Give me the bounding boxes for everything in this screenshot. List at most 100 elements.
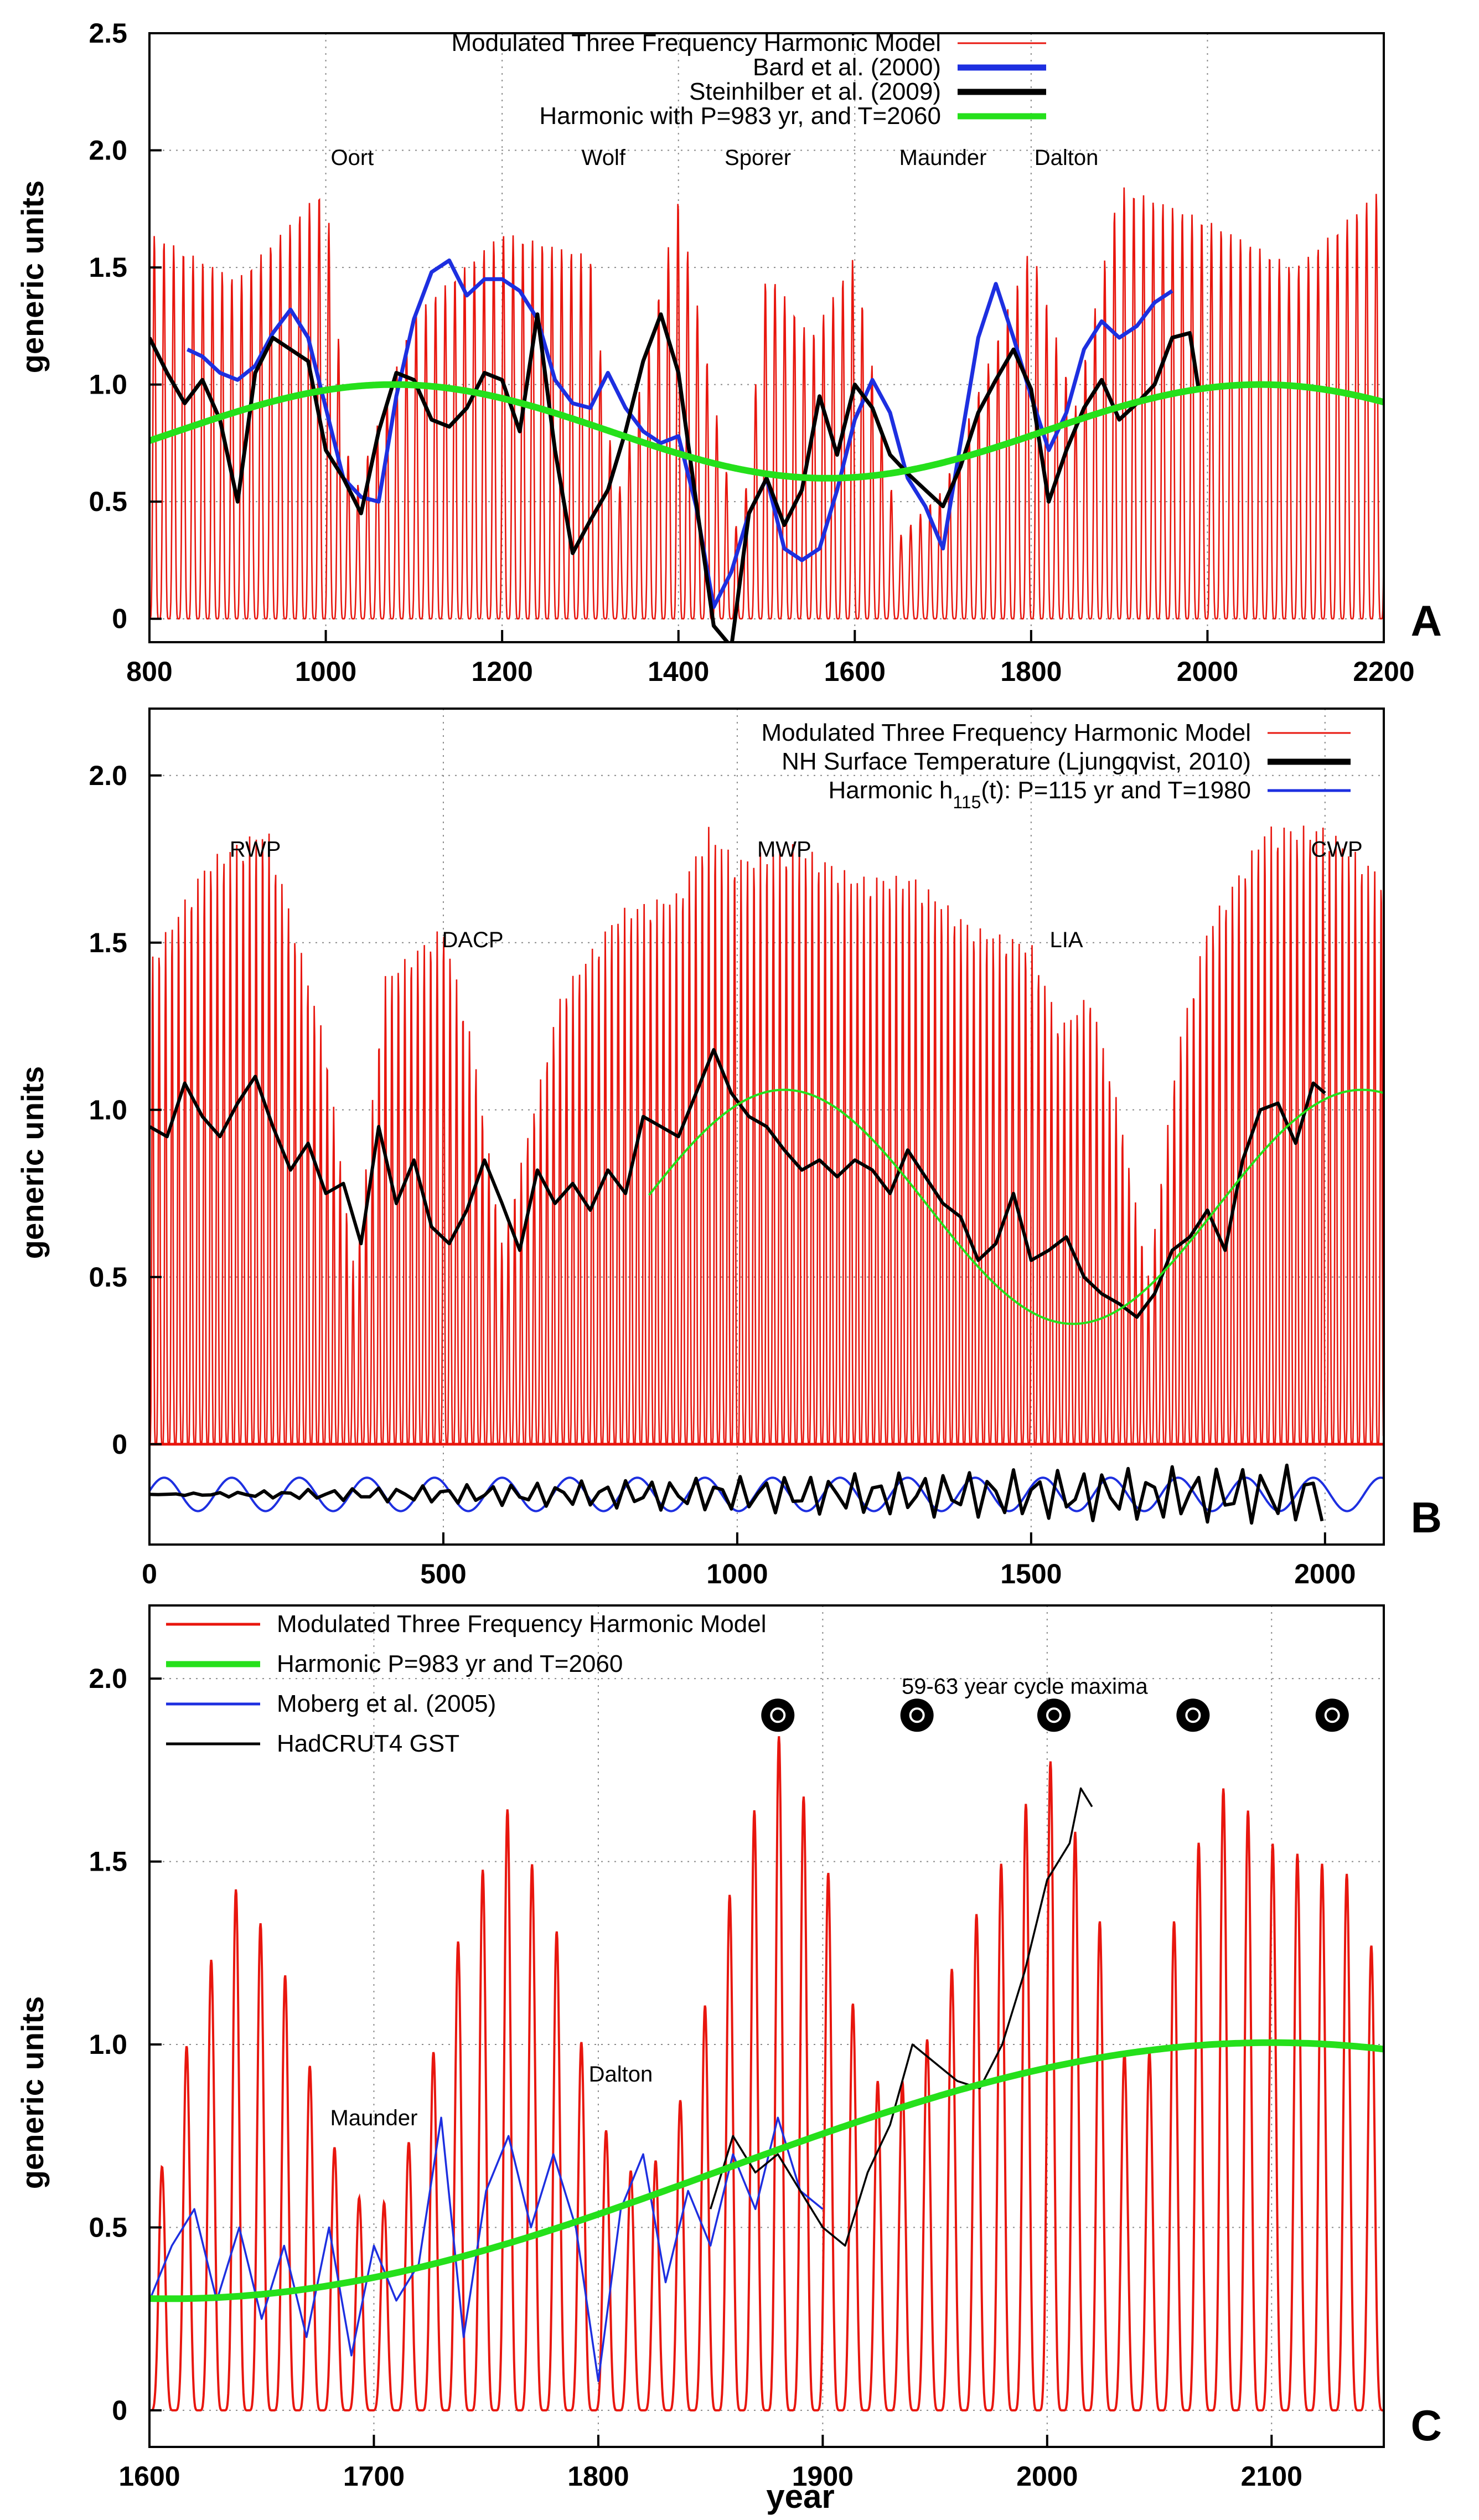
panel-c-y-tick-label: 1.5 xyxy=(89,1846,127,1877)
panel-a-legend-label: Bard et al. (2000) xyxy=(753,54,941,81)
panel-c-y-tick-label: 0.5 xyxy=(89,2212,127,2243)
panel-a-x-tick-label: 1000 xyxy=(295,656,356,687)
panel-c-series-harmonic-p-983-yr-and-t-2060 xyxy=(149,2039,1384,2302)
panel-a-series-harmonic-with-p-983-yr-and-t-2060 xyxy=(149,381,1384,482)
panel-c-cycle-maximum-marker xyxy=(1176,1698,1210,1732)
panel-c-x-tick-label: 1600 xyxy=(118,2461,180,2492)
panel-b-ticks: 0 500 1000 1500 2000 0 0.5 1.0 1.5 2.0 xyxy=(89,760,1356,1589)
panel-b-annotation-dacp: DACP xyxy=(442,928,503,952)
panel-c-annotations: 59-63 year cycle maxima Maunder Dalton xyxy=(330,1674,1349,2130)
panel-b-legend-label: Modulated Three Frequency Harmonic Model xyxy=(761,719,1251,746)
panel-a-series-bard-et-al-2000 xyxy=(187,258,1173,609)
panel-b-annotation-lia: LIA xyxy=(1050,928,1083,952)
panel-b-x-tick-label: 0 xyxy=(142,1558,157,1589)
panel-c-x-tick-label: 2000 xyxy=(1016,2461,1078,2492)
panel-c-cycle-maximum-marker xyxy=(1037,1698,1071,1732)
panel-b-x-tick-label: 500 xyxy=(420,1558,466,1589)
panel-b-y-tick-label: 0 xyxy=(112,1429,127,1460)
panel-a-legend-label: Harmonic with P=983 yr, and T=2060 xyxy=(539,102,941,130)
panel-b-legend-label: NH Surface Temperature (Ljungqvist, 2010… xyxy=(782,748,1251,775)
panel-a-legend-label: Modulated Three Frequency Harmonic Model xyxy=(451,29,941,56)
panel-c-frame xyxy=(148,1604,1385,2448)
panel-b-annotation-cwp: CWP xyxy=(1311,838,1362,862)
panel-b-x-tick-label: 1500 xyxy=(1000,1558,1062,1589)
panel-a-y-tick-label: 1.0 xyxy=(89,369,127,400)
panel-c-y-tick-label: 0 xyxy=(112,2395,127,2426)
panel-c: 1600 1700 1800 1900 2000 2100 0 0.5 1.0 1.5 2.0 ge… xyxy=(15,1604,1442,2515)
panel-c-legend-label: HadCRUT4 GST xyxy=(277,1730,459,1757)
panel-b-series-nh-surface-temperature-ljungqvist-2010 xyxy=(149,1048,1326,1319)
panel-a-y-tick-label: 2.0 xyxy=(89,135,127,166)
panel-c-annotation-dalton: Dalton xyxy=(589,2062,653,2087)
panel-c-label: C xyxy=(1411,2401,1442,2450)
panel-b-y-tick-label: 1.0 xyxy=(89,1094,127,1125)
panel-a-y-tick-label: 0.5 xyxy=(89,486,127,517)
panel-c-series-modulated-three-frequency-harmonic-model xyxy=(149,1736,1384,2411)
panel-a-y-tick-label: 0 xyxy=(112,603,127,634)
panel-a-y-tick-label: 1.5 xyxy=(89,252,127,283)
panel-c-x-tick-label: 1900 xyxy=(792,2461,854,2492)
panel-b-series-harmonic-with-p-983-yr-green xyxy=(648,1088,1384,1325)
panel-c-cycle-maximum-ring xyxy=(1324,1707,1340,1723)
panel-a-series-steinhilber-et-al-2009 xyxy=(149,312,1201,642)
panel-a-annotation-sporer: Sporer xyxy=(725,146,791,170)
panel-a-ticks: 800 1000 1200 1400 1600 1800 2000 2200 0 0.5 1.0 1.… xyxy=(89,18,1414,687)
panel-c-y-tick-label: 1.0 xyxy=(89,2029,127,2060)
panel-b-annotations: RWP DACP MWP LIA CWP xyxy=(230,838,1363,952)
panel-c-series-moberg-et-al-2005 xyxy=(149,2116,824,2382)
panel-a-model-series xyxy=(149,187,1384,619)
panel-a-frame xyxy=(148,32,1385,643)
panel-b-series-harmonic-h115-t-p-115-yr-and-t-1980 xyxy=(149,1476,1384,1512)
panel-b-annotation-rwp: RWP xyxy=(230,838,281,862)
panel-c-legend: Modulated Three Frequency Harmonic Model… xyxy=(166,1610,767,1757)
panel-b-series xyxy=(149,1048,1384,1525)
panel-c-series xyxy=(149,1787,1384,2382)
panel-a-x-tick-label: 1800 xyxy=(1000,656,1062,687)
panel-a-x-tick-label: 1200 xyxy=(472,656,533,687)
panel-a-legend: Modulated Three Frequency Harmonic Model… xyxy=(451,29,1046,130)
panel-a-label: A xyxy=(1411,596,1442,645)
panel-c-cycle-maximum-marker xyxy=(900,1698,934,1732)
panel-c-annotation-59-63-year-cycle-maxima: 59-63 year cycle maxima xyxy=(902,1674,1148,1698)
panel-c-y-axis-label: generic units xyxy=(15,1996,50,2189)
panel-c-cycle-maximum-ring xyxy=(1046,1707,1062,1723)
panel-b-y-tick-label: 2.0 xyxy=(89,760,127,791)
panel-c-ticks: 1600 1700 1800 1900 2000 2100 0 0.5 1.0 1.5 2.0 xyxy=(89,1663,1302,2492)
panel-a: 800 1000 1200 1400 1600 1800 2000 2200 0 0.5 1.0 1.… xyxy=(15,18,1442,687)
panel-b-x-tick-label: 2000 xyxy=(1294,1558,1356,1589)
panel-c-cycle-maximum-ring xyxy=(909,1707,925,1723)
panel-c-cycle-maximum-marker xyxy=(1315,1698,1349,1732)
panel-c-y-tick-label: 2.0 xyxy=(89,1663,127,1694)
panel-c-model-series xyxy=(149,1736,1384,2411)
panel-b-x-tick-label: 1000 xyxy=(706,1558,768,1589)
panel-a-annotation-dalton: Dalton xyxy=(1035,146,1099,170)
panel-c-cycle-maximum-ring xyxy=(1185,1707,1201,1723)
panel-c-x-axis-label: year xyxy=(766,2478,834,2515)
panel-a-y-axis-label: generic units xyxy=(15,180,50,374)
panel-c-x-tick-label: 2100 xyxy=(1241,2461,1302,2492)
panel-a-series xyxy=(149,258,1384,642)
panel-a-annotation-oort: Oort xyxy=(330,146,374,170)
panel-a-annotations: Oort Wolf Sporer Maunder Dalton xyxy=(330,146,1098,170)
panel-a-y-tick-label: 2.5 xyxy=(89,18,127,49)
panel-c-legend-label: Moberg et al. (2005) xyxy=(277,1690,496,1717)
panel-c-cycle-maximum-marker xyxy=(761,1698,795,1732)
panel-a-annotation-wolf: Wolf xyxy=(582,146,626,170)
panel-b-frame xyxy=(148,708,1385,1546)
panel-a-series-modulated-three-frequency-harmonic-model xyxy=(149,187,1384,619)
panel-c-legend-label: Modulated Three Frequency Harmonic Model xyxy=(277,1610,767,1638)
panel-b-series-nh-temperature-residual-black-lower-band xyxy=(149,1463,1324,1525)
panel-c-cycle-maximum-ring xyxy=(770,1707,786,1723)
panel-c-legend-label: Harmonic P=983 yr and T=2060 xyxy=(277,1650,623,1677)
panel-b-annotation-mwp: MWP xyxy=(757,838,811,862)
panel-c-series-hadcrut4-gst xyxy=(709,1787,1093,2247)
panel-a-x-tick-label: 2200 xyxy=(1353,656,1414,687)
panel-b-y-axis-label: generic units xyxy=(15,1066,50,1259)
panel-a-annotation-maunder: Maunder xyxy=(899,146,987,170)
panel-a-x-tick-label: 2000 xyxy=(1177,656,1238,687)
panel-c-x-tick-label: 1700 xyxy=(343,2461,405,2492)
panel-b-label: B xyxy=(1411,1493,1442,1542)
panel-b-y-tick-label: 0.5 xyxy=(89,1262,127,1293)
panel-c-x-tick-label: 1800 xyxy=(567,2461,629,2492)
